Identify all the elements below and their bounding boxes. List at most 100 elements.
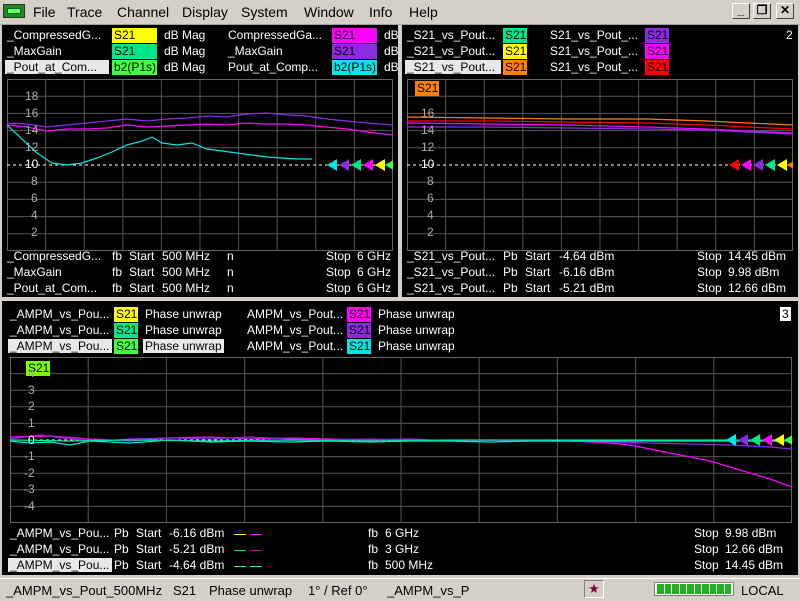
menu-system[interactable]: System [241,4,288,20]
win2-plot-area[interactable]: S21 16 14 12 10 8 6 4 2 [407,79,793,251]
win1-ytick: 18 [25,89,39,103]
close-button[interactable]: ✕ [776,3,794,19]
menu-channel[interactable]: Channel [117,4,170,20]
win2-footer-stop: Stop [697,265,722,279]
win3-footer-pb: Pb [114,542,129,556]
win2-footer-stop-val: 9.98 dBm [728,265,780,279]
menu-bar: File Trace Channel Display System Window… [0,0,800,25]
win1-trace-name[interactable]: CompressedGa... [228,28,323,42]
win2-meas-badge[interactable]: S21 [503,60,527,75]
win3-footer-fb: fb [368,526,379,540]
win1-trace-name[interactable]: Pout_at_Comp... [228,60,319,74]
win3-trace-name[interactable]: _AMPM_vs_Pou... [10,323,110,337]
win3-footer-fb: fb [368,558,379,572]
menu-display[interactable]: Display [182,4,228,20]
win2-trace-markers [729,159,793,171]
win1-trace-name[interactable]: _MaxGain [228,44,283,58]
win2-meas-badge[interactable]: S21 [503,44,527,59]
win3-meas-badge[interactable]: S21 [347,307,371,322]
win1-meas-badge[interactable]: S21 [332,28,377,43]
win1-meas-badge[interactable]: S21 [332,44,377,59]
win3-format: Phase unwrap [145,307,222,321]
win1-meas-badge[interactable]: S21 [112,44,157,59]
win3-footer-start-val: -5.21 dBm [169,542,225,556]
meter-segment [657,584,664,594]
win2-trace-name[interactable]: _S21_vs_Pout... [407,44,496,58]
win1-footer-name[interactable]: _CompressedG... [7,249,102,263]
win2-footer-pb: Pb [503,249,518,263]
menu-trace[interactable]: Trace [67,4,103,20]
menu-file[interactable]: File [33,4,56,20]
win1-footer-name[interactable]: _MaxGain [7,265,62,279]
win3-meas-badge[interactable]: S21 [114,323,138,338]
menu-window[interactable]: Window [304,4,354,20]
win3-trace-name[interactable]: AMPM_vs_Pout... [247,339,344,353]
win3-trace-name[interactable]: AMPM_vs_Pout... [247,323,344,337]
win3-plot-area[interactable]: S21 4 3 2 1 0 -1 -2 -3 -4 [10,357,792,523]
win3-footer-name[interactable]: _AMPM_vs_Pou... [10,542,110,556]
measurement-window-1[interactable]: _CompressedG... S21 dB Mag CompressedGa.… [2,25,398,297]
win3-meas-badge[interactable]: S21 [347,339,371,354]
status-format[interactable]: Phase unwrap [209,583,293,598]
win1-format: dB [384,28,398,42]
win1-plot-area[interactable]: 18 16 14 12 10 8 6 4 2 [7,79,393,251]
win3-ytick: -1 [24,449,35,463]
win2-trace-name[interactable]: _S21_vs_Pout... [407,28,496,42]
win2-meas-badge[interactable]: S21 [645,28,669,43]
menu-info[interactable]: Info [369,4,393,20]
win1-ytick: 8 [31,174,38,188]
win1-footer-name[interactable]: _Pout_at_Com... [7,281,98,295]
win3-footer-start-val: -4.64 dBm [169,558,225,572]
win3-trace-name-selected[interactable]: _AMPM_vs_Pou... [8,339,112,353]
win1-trace-name[interactable]: _CompressedG... [7,28,102,42]
app-icon[interactable] [3,4,25,18]
win1-meas-badge[interactable]: S21 [112,28,157,43]
win3-footer-stop: Stop [694,526,719,540]
win2-meas-badge[interactable]: S21 [645,44,669,59]
win3-meas-badge[interactable]: S21 [347,323,371,338]
win2-footer-name[interactable]: _S21_vs_Pout... [407,249,496,263]
status-scale[interactable]: 1° / Ref 0° [308,583,368,598]
menu-help[interactable]: Help [409,4,438,20]
win2-meas-badge[interactable]: S21 [503,28,527,43]
win3-footer-freq: 3 GHz [385,542,420,556]
win2-ref-value: 10 [421,157,435,171]
win3-ytick: 3 [28,383,35,397]
status-channel[interactable]: _AMPM_vs_P [387,583,470,598]
win2-window-number: 2 [786,28,793,42]
win3-footer-name-selected[interactable]: _AMPM_vs_Pou... [8,558,112,572]
win1-meas-badge[interactable]: b2(P1s) [112,60,157,75]
status-meas[interactable]: S21 [173,583,197,598]
win3-meas-badge[interactable]: S21 [114,339,138,354]
win3-footer-color-line [234,534,246,535]
win3-trace-name[interactable]: AMPM_vs_Pout... [247,307,344,321]
win2-trace-name[interactable]: S21_vs_Pout_... [550,60,639,74]
win3-format-selected: Phase unwrap [143,339,224,353]
status-trace[interactable]: _AMPM_vs_Pout_500MHz [6,583,163,598]
win1-meas-badge[interactable]: b2(P1s) [332,60,377,75]
win1-format: dB [384,44,398,58]
win2-ytick: 12 [421,140,435,154]
win1-footer-stop: Stop [326,265,351,279]
win3-ytick: -4 [24,499,35,513]
win1-trace-name[interactable]: _MaxGain [7,44,62,58]
restore-button[interactable]: ❐ [753,3,771,19]
win2-footer-name[interactable]: _S21_vs_Pout... [407,281,496,295]
measurement-window-2[interactable]: 2 _S21_vs_Pout... S21 S21_vs_Pout_... S2… [402,25,798,297]
win2-trace-name-selected[interactable]: _S21_vs_Pout... [405,60,501,74]
minimize-button[interactable]: _ [732,3,750,19]
win2-meas-badge[interactable]: S21 [645,60,669,75]
win3-meas-badge[interactable]: S21 [114,307,138,322]
win1-trace-name-selected[interactable]: _Pout_at_Com... [5,60,109,74]
win1-format: dB Mag [164,44,206,58]
meter-segment [717,584,724,594]
win2-footer-name[interactable]: _S21_vs_Pout... [407,265,496,279]
win3-footer-name[interactable]: _AMPM_vs_Pou... [10,526,110,540]
win2-trace-name[interactable]: S21_vs_Pout_... [550,44,639,58]
star-icon[interactable]: ★ [584,580,604,598]
win3-trace-name[interactable]: _AMPM_vs_Pou... [10,307,110,321]
win2-active-trace-badge[interactable]: S21 [415,81,439,96]
win3-active-trace-badge[interactable]: S21 [26,361,50,376]
measurement-window-3[interactable]: 3 _AMPM_vs_Pou... S21 Phase unwrap AMPM_… [2,301,798,575]
win2-trace-name[interactable]: S21_vs_Pout_... [550,28,639,42]
